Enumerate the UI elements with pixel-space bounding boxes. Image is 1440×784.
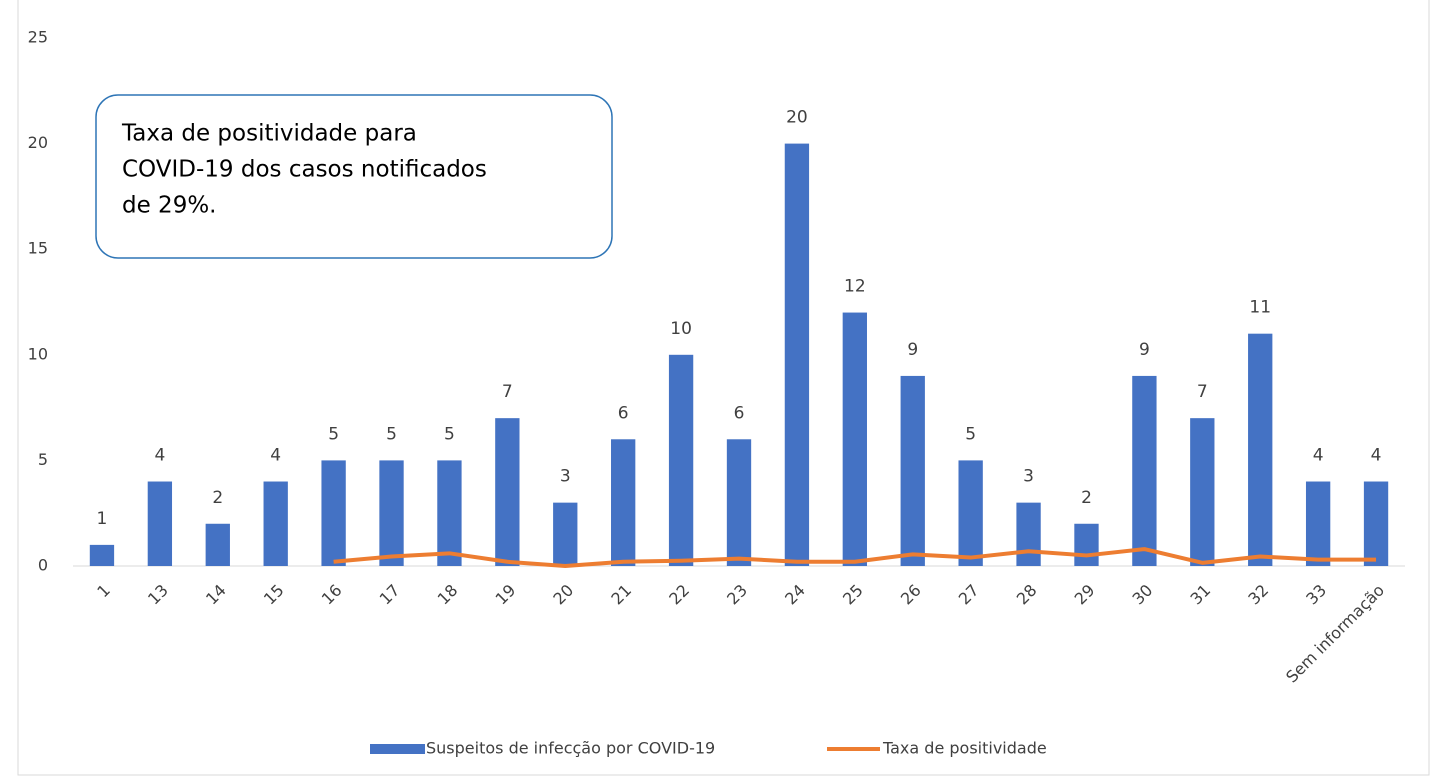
bar bbox=[1363, 481, 1389, 566]
data-label: 1 bbox=[97, 509, 108, 529]
x-tick-label: 20 bbox=[549, 581, 577, 609]
bar bbox=[1016, 502, 1041, 566]
bar bbox=[147, 481, 173, 566]
bar bbox=[89, 544, 115, 566]
data-label: 6 bbox=[618, 403, 629, 423]
data-label: 5 bbox=[328, 424, 339, 444]
x-tick-label: 17 bbox=[376, 581, 404, 609]
legend-swatch bbox=[370, 744, 425, 754]
annotation: COVID-19 dos casos notificados bbox=[122, 157, 487, 183]
data-label: 11 bbox=[1249, 298, 1271, 318]
x-tick-label: 18 bbox=[434, 581, 462, 609]
x-tick-label: 25 bbox=[839, 581, 867, 609]
x-tick-label: 32 bbox=[1244, 581, 1272, 609]
x-tick-label: 13 bbox=[144, 581, 172, 609]
y-tick-label: 15 bbox=[28, 239, 48, 258]
bar bbox=[668, 354, 694, 566]
bar bbox=[263, 481, 288, 566]
x-tick-label: 21 bbox=[607, 581, 635, 609]
data-label: 7 bbox=[1197, 382, 1208, 402]
bar bbox=[958, 460, 983, 566]
bar bbox=[842, 312, 867, 566]
annotation: de 29%. bbox=[122, 193, 217, 219]
x-tick-label: 33 bbox=[1302, 581, 1330, 609]
x-tick-label: 23 bbox=[723, 581, 751, 609]
bar bbox=[1305, 481, 1331, 566]
x-tick-label: 31 bbox=[1186, 581, 1214, 609]
data-label: 3 bbox=[560, 467, 571, 487]
data-label: 3 bbox=[1023, 467, 1034, 487]
data-label: 7 bbox=[502, 382, 513, 402]
bar bbox=[437, 460, 462, 566]
data-label: 9 bbox=[1139, 340, 1150, 360]
annotation: Taxa de positividade para bbox=[121, 121, 417, 147]
bar bbox=[726, 439, 752, 566]
bar bbox=[784, 143, 810, 566]
x-tick-label: 30 bbox=[1129, 581, 1157, 609]
y-tick-label: 5 bbox=[38, 450, 48, 469]
bar bbox=[1074, 523, 1099, 566]
data-label: 4 bbox=[154, 446, 165, 466]
bar bbox=[1190, 418, 1215, 566]
data-label: 10 bbox=[670, 319, 692, 339]
data-label: 4 bbox=[270, 446, 281, 466]
bar bbox=[205, 523, 230, 566]
data-label: 5 bbox=[444, 424, 455, 444]
bar bbox=[321, 460, 346, 566]
bar bbox=[611, 439, 636, 566]
bar bbox=[495, 418, 520, 566]
data-label: 6 bbox=[734, 403, 745, 423]
data-label: 5 bbox=[965, 424, 976, 444]
x-tick-label: 26 bbox=[897, 581, 925, 609]
data-label: 5 bbox=[386, 424, 397, 444]
bar bbox=[553, 502, 578, 566]
x-tick-label: 24 bbox=[781, 581, 809, 609]
x-tick-label: 15 bbox=[260, 581, 288, 609]
bar bbox=[1132, 375, 1157, 566]
x-tick-label: 27 bbox=[955, 581, 983, 609]
data-label: 12 bbox=[844, 277, 866, 297]
x-tick-label: 14 bbox=[202, 581, 230, 609]
x-tick-label: 28 bbox=[1013, 581, 1041, 609]
data-label: 2 bbox=[1081, 488, 1092, 508]
bar bbox=[379, 460, 404, 566]
data-label: 2 bbox=[212, 488, 223, 508]
x-tick-label: Sem informação bbox=[1282, 581, 1388, 687]
data-label: 9 bbox=[907, 340, 918, 360]
x-tick-label: 22 bbox=[665, 581, 693, 609]
line bbox=[333, 547, 1377, 568]
data-label: 4 bbox=[1313, 446, 1324, 466]
x-tick-label: 19 bbox=[492, 581, 520, 609]
data-label: 20 bbox=[786, 108, 808, 128]
annotation-box bbox=[95, 94, 613, 259]
legend-label: Taxa de positividade bbox=[882, 739, 1047, 758]
y-tick-label: 25 bbox=[28, 28, 48, 47]
x-tick-label: 1 bbox=[93, 581, 114, 602]
x-tick-label: 29 bbox=[1071, 581, 1099, 609]
chart-border bbox=[17, 0, 1430, 776]
bar bbox=[900, 375, 925, 566]
data-label: 4 bbox=[1371, 446, 1382, 466]
y-tick-label: 0 bbox=[38, 556, 48, 575]
bar bbox=[1248, 333, 1273, 566]
x-tick-label: 16 bbox=[318, 581, 346, 609]
y-tick-label: 20 bbox=[28, 133, 48, 152]
y-tick-label: 10 bbox=[28, 344, 48, 363]
legend-label: Suspeitos de infecção por COVID-19 bbox=[426, 739, 715, 758]
